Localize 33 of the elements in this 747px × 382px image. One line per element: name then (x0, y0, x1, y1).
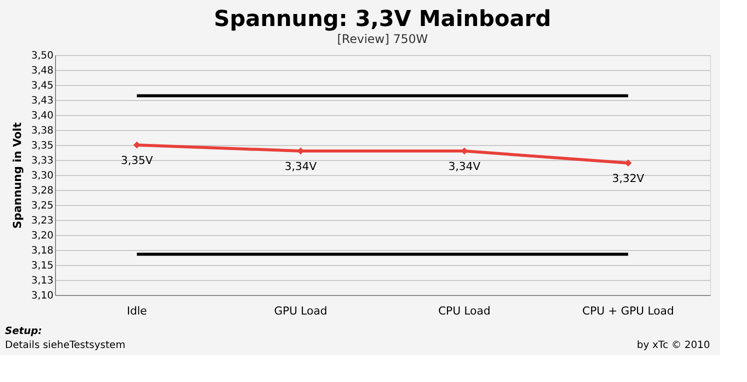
y-tick-label: 3,10 (31, 290, 54, 302)
data-label: 3,34V (448, 160, 481, 173)
y-tick-label: 3,13 (31, 276, 54, 286)
chart-subtitle: [Review] 750W (337, 32, 428, 46)
data-label: 3,35V (120, 154, 154, 167)
y-tick-label: 3,15 (31, 260, 54, 272)
point (624, 159, 632, 167)
y-tick-label: 3,43 (31, 96, 54, 106)
y-tick-label: 3,23 (31, 216, 54, 226)
y-tick-label: 3,30 (31, 170, 54, 182)
x-tick-label: CPU Load (438, 304, 490, 318)
data-label: 3,32V (612, 172, 645, 185)
y-tick-label: 3,45 (31, 80, 54, 92)
y-tick-label: 3,33 (31, 156, 54, 166)
y-tick-label: 3,50 (31, 50, 54, 62)
y-tick-label: 3,40 (31, 110, 54, 122)
x-tick-label: Idle (126, 304, 148, 318)
text: by xTc © 2010 (636, 340, 710, 351)
text: Setup: (5, 326, 42, 337)
data-label: 3,34V (284, 160, 318, 173)
y-tick-label: 3,48 (31, 66, 54, 76)
x-tick-label: GPU Load (274, 304, 328, 318)
y-tick-label: 3,18 (31, 246, 54, 256)
y-axis-title: Spannung in Volt (11, 122, 24, 229)
point (133, 141, 140, 149)
x-tick-label: CPU + GPU Load (582, 304, 674, 318)
y-tick-label: 3,35 (31, 140, 54, 152)
chart-title: Spannung: 3,3V Mainboard (214, 7, 552, 32)
y-tick-label: 3,38 (31, 126, 54, 136)
text: Details sieheTestsystem (5, 340, 126, 351)
y-tick-label: 3,25 (31, 200, 54, 212)
y-tick-label: 3,28 (31, 186, 54, 196)
y-tick-label: 3,20 (31, 230, 54, 242)
